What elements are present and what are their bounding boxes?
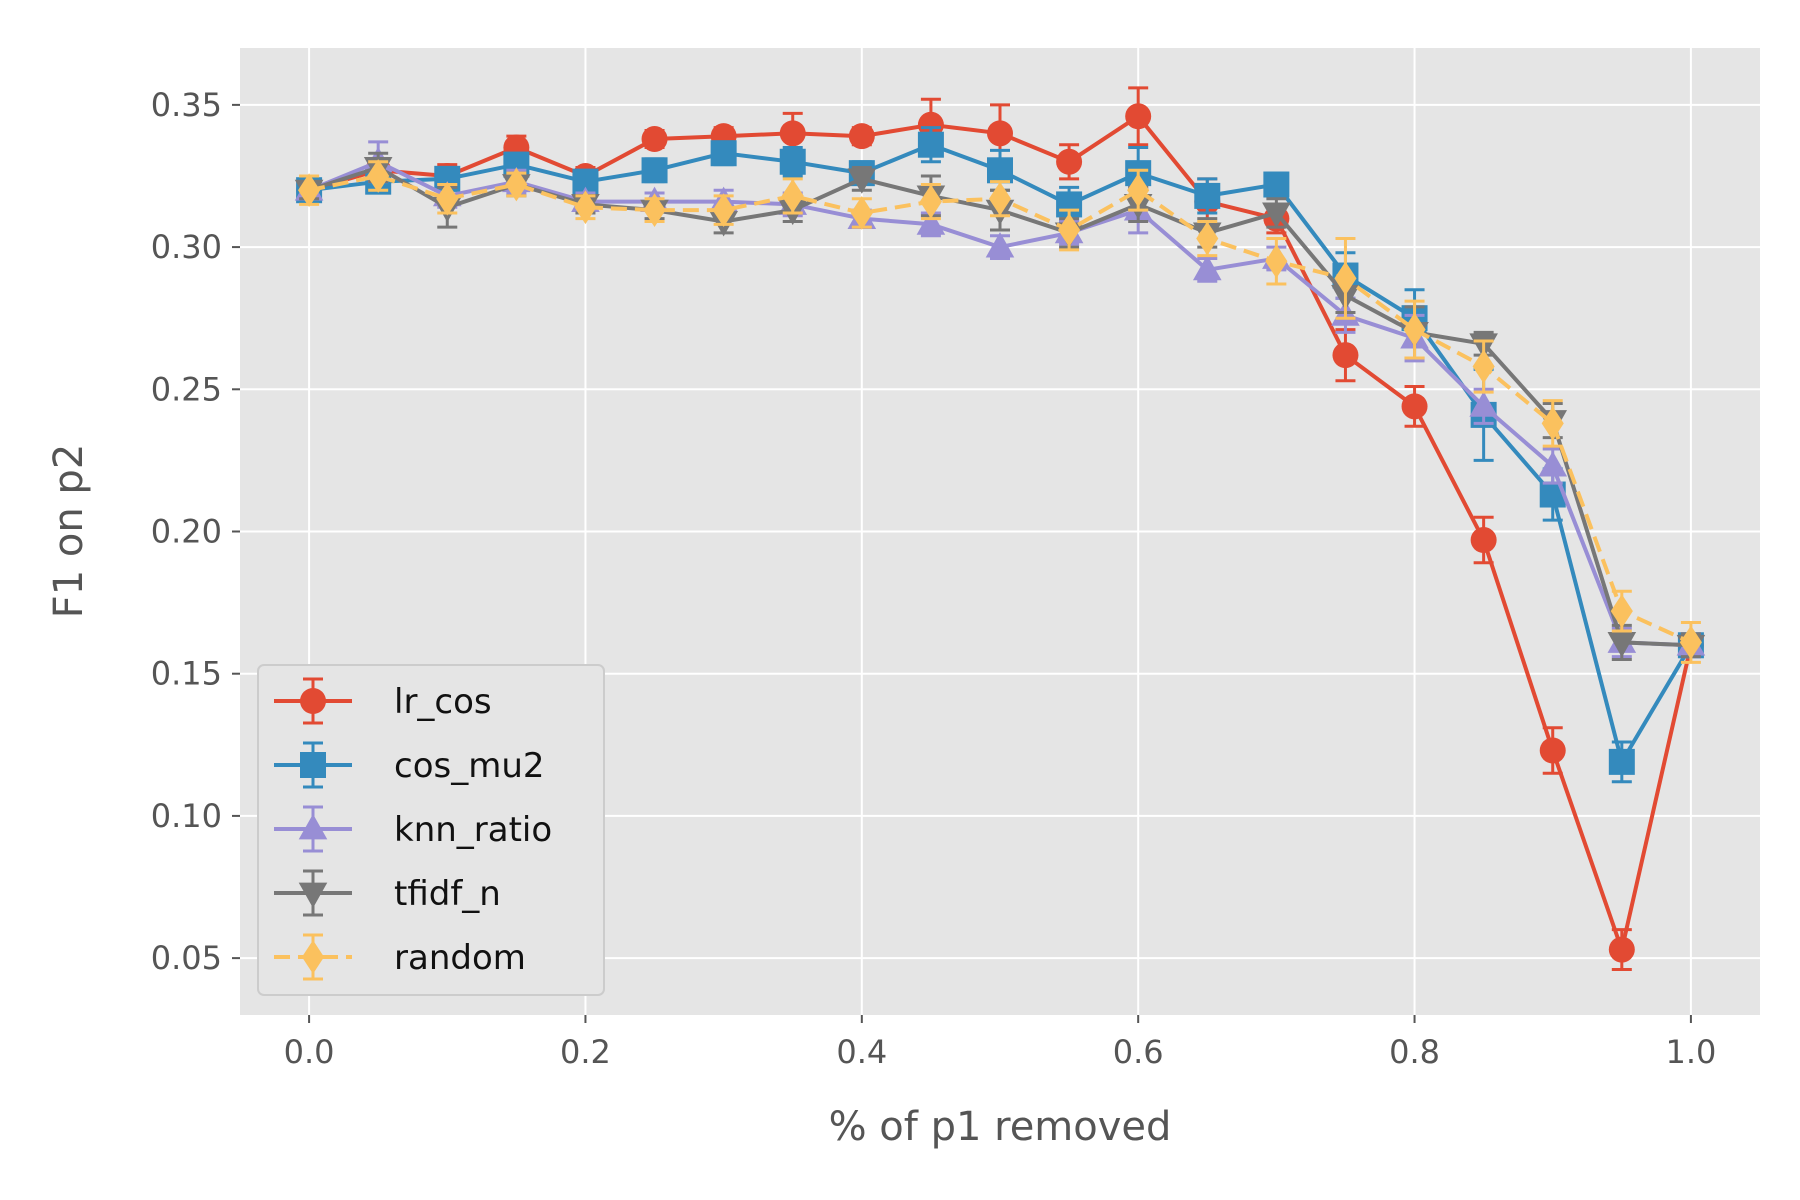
data-point-cos_mu2 — [917, 131, 944, 158]
data-point-cos_mu2 — [710, 140, 737, 167]
y-tick-label: 0.25 — [151, 370, 222, 408]
data-point-random — [1334, 261, 1357, 296]
legend-item-random: random — [274, 933, 526, 981]
data-point-random — [712, 193, 735, 228]
data-point-random — [781, 178, 804, 213]
y-axis-label: F1 on p2 — [46, 444, 92, 619]
data-point-lr_cos — [1332, 342, 1359, 369]
series-layer — [294, 86, 1706, 971]
data-point-lr_cos — [1470, 527, 1497, 554]
data-point-cos_mu2 — [1263, 171, 1290, 198]
data-point-lr_cos — [917, 111, 944, 138]
y-axis-ticks: 0.05 0.10 0.15 0.20 0.25 0.30 0.35 — [151, 86, 240, 977]
data-point-tfidf_n — [1262, 202, 1291, 228]
data-point-random — [505, 167, 528, 202]
x-tick-label: 0.2 — [560, 1033, 611, 1071]
legend-label: cos_mu2 — [394, 746, 545, 786]
data-point-random — [298, 173, 321, 208]
data-point-random — [367, 159, 390, 193]
legend-label: lr_cos — [394, 682, 492, 722]
x-tick-label: 0.8 — [1389, 1033, 1440, 1071]
legend-item-tfidf_n: tfidf_n — [274, 869, 501, 917]
y-tick-label: 0.30 — [151, 228, 222, 266]
legend-item-cos_mu2: cos_mu2 — [274, 741, 545, 789]
legend-marker — [300, 688, 326, 714]
data-point-random — [1127, 173, 1150, 208]
x-axis-ticks: 0.0 0.2 0.4 0.6 0.8 1.0 — [284, 1015, 1716, 1071]
data-point-random — [436, 181, 459, 216]
legend-marker — [298, 882, 328, 908]
data-point-tfidf_n — [1607, 632, 1637, 658]
legend-label: tfidf_n — [394, 874, 501, 914]
x-tick-label: 1.0 — [1665, 1033, 1716, 1071]
data-point-lr_cos — [1401, 393, 1428, 420]
data-point-cos_mu2 — [779, 148, 806, 175]
data-point-random — [1265, 244, 1288, 279]
data-point-knn_ratio — [1538, 451, 1568, 477]
y-tick-label: 0.15 — [151, 655, 222, 693]
data-point-lr_cos — [848, 123, 875, 150]
legend-item-lr_cos: lr_cos — [274, 677, 492, 725]
y-tick-label: 0.05 — [151, 939, 222, 977]
legend-item-knn_ratio: knn_ratio — [274, 805, 552, 853]
x-axis-label: % of p1 removed — [829, 1104, 1172, 1150]
data-point-random — [1403, 312, 1426, 347]
data-point-random — [1679, 625, 1702, 660]
data-point-cos_mu2 — [1608, 748, 1635, 775]
data-point-cos_mu2 — [641, 157, 668, 184]
data-point-lr_cos — [1056, 148, 1083, 175]
data-point-knn_ratio — [916, 209, 946, 235]
data-point-lr_cos — [779, 120, 806, 147]
data-point-random — [574, 190, 597, 225]
x-tick-label: 0.0 — [284, 1033, 335, 1071]
y-tick-label: 0.35 — [151, 86, 222, 124]
y-tick-label: 0.10 — [151, 797, 222, 835]
data-point-random — [1196, 221, 1219, 256]
x-tick-label: 0.6 — [1113, 1033, 1164, 1071]
data-point-cos_mu2 — [987, 157, 1013, 184]
data-point-lr_cos — [641, 126, 668, 153]
data-point-knn_ratio — [985, 232, 1015, 258]
data-point-tfidf_n — [847, 168, 877, 194]
data-point-random — [988, 181, 1012, 216]
legend-marker — [300, 752, 326, 778]
data-point-knn_ratio — [1469, 391, 1498, 417]
data-point-lr_cos — [1608, 936, 1635, 963]
data-point-lr_cos — [1539, 737, 1566, 764]
data-point-random — [643, 193, 666, 228]
legend-box — [257, 664, 605, 996]
data-point-random — [1058, 213, 1081, 247]
data-point-random — [919, 184, 942, 219]
y-tick-label: 0.20 — [151, 513, 222, 551]
legend-marker — [301, 940, 325, 974]
data-point-random — [850, 196, 873, 230]
data-point-knn_ratio — [1192, 254, 1222, 281]
data-point-random — [1541, 406, 1564, 441]
data-point-random — [1610, 594, 1633, 629]
legend-label: random — [394, 938, 526, 978]
series-random — [298, 159, 1702, 664]
legend-marker — [298, 814, 328, 840]
data-point-lr_cos — [987, 120, 1013, 147]
x-tick-label: 0.4 — [836, 1033, 887, 1071]
data-point-cos_mu2 — [1194, 182, 1221, 209]
data-point-lr_cos — [1125, 103, 1152, 130]
legend-label: knn_ratio — [394, 810, 552, 850]
data-point-random — [1472, 349, 1495, 384]
